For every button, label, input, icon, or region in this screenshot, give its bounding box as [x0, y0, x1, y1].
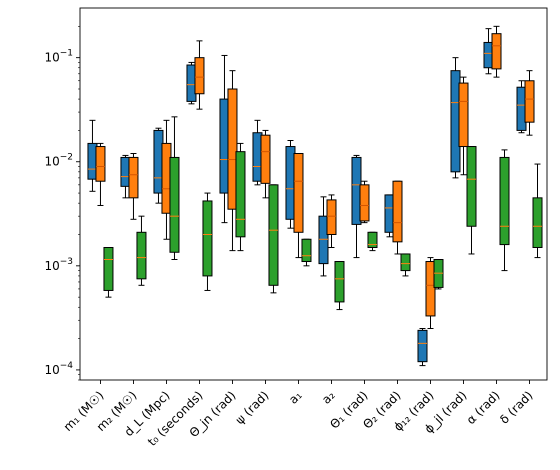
- box-body: [367, 231, 378, 249]
- box-2-8: [367, 231, 378, 252]
- box-body: [400, 253, 411, 272]
- box-body: [359, 184, 370, 222]
- box-body: [334, 261, 345, 303]
- box-body: [499, 156, 510, 246]
- box-0-10: [417, 327, 428, 367]
- box-1-3: [194, 40, 205, 110]
- box-2-3: [202, 192, 213, 291]
- plot-frame: [79, 7, 548, 381]
- box-body: [532, 197, 543, 249]
- y-tick-label: 10−2: [44, 153, 73, 169]
- box-body: [103, 247, 114, 291]
- box-2-10: [433, 259, 444, 290]
- box-body: [392, 180, 403, 243]
- box-2-4: [235, 142, 246, 252]
- y-tick-label: 10−4: [44, 361, 73, 377]
- box-body: [128, 156, 139, 199]
- box-1-9: [392, 180, 403, 255]
- box-2-13: [532, 163, 543, 259]
- box-body: [301, 238, 312, 263]
- box-body: [318, 215, 329, 265]
- y-tick-label: 10−3: [44, 257, 73, 273]
- box-1-11: [458, 76, 469, 176]
- box-1-13: [524, 70, 535, 136]
- box-1-6: [293, 153, 304, 259]
- box-body: [491, 33, 502, 70]
- box-1-4: [227, 70, 238, 252]
- box-body: [136, 231, 147, 280]
- box-2-1: [136, 215, 147, 286]
- box-0-7: [318, 196, 329, 277]
- box-1-0: [95, 142, 106, 206]
- box-body: [417, 329, 428, 363]
- box-2-7: [334, 261, 345, 311]
- box-body: [326, 199, 337, 235]
- y-tick-label: 10−1: [44, 49, 73, 65]
- box-1-12: [491, 25, 502, 78]
- box-body: [260, 134, 271, 184]
- box-1-8: [359, 180, 370, 224]
- box-2-5: [268, 184, 279, 294]
- box-2-12: [499, 149, 510, 272]
- boxes-layer: [87, 25, 543, 367]
- box-body: [227, 88, 238, 210]
- box-2-9: [400, 253, 411, 277]
- box-body: [95, 146, 106, 182]
- box-1-10: [425, 257, 436, 329]
- box-body: [293, 153, 304, 233]
- box-1-7: [326, 194, 337, 249]
- box-body: [458, 82, 469, 148]
- box-body: [425, 261, 436, 317]
- box-1-1: [128, 153, 139, 220]
- box-2-0: [103, 247, 114, 298]
- box-body: [235, 151, 246, 238]
- box-1-5: [260, 129, 271, 199]
- box-body: [466, 146, 477, 227]
- box-2-6: [301, 238, 312, 267]
- box-2-2: [169, 116, 180, 261]
- y-axis: 10−4 10−3 10−2 10−1: [44, 26, 80, 381]
- box-body: [169, 156, 180, 253]
- box-body: [524, 80, 535, 123]
- box-2-11: [466, 146, 477, 255]
- box-body: [202, 200, 213, 277]
- box-body: [194, 57, 205, 95]
- box-body: [268, 184, 279, 286]
